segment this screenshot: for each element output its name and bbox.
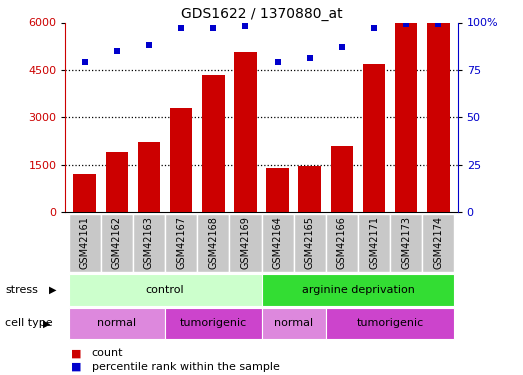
Bar bbox=[138, 142, 160, 212]
Text: normal: normal bbox=[97, 318, 137, 328]
Text: ■: ■ bbox=[71, 348, 81, 358]
Bar bbox=[197, 214, 230, 272]
Text: tumorigenic: tumorigenic bbox=[179, 318, 247, 328]
Text: stress: stress bbox=[5, 285, 38, 295]
Text: GSM42163: GSM42163 bbox=[144, 216, 154, 269]
Point bbox=[145, 42, 153, 48]
Text: GSM42166: GSM42166 bbox=[337, 216, 347, 269]
Text: cell type: cell type bbox=[5, 318, 53, 328]
Point bbox=[338, 44, 346, 50]
Text: GSM42173: GSM42173 bbox=[401, 216, 411, 269]
Bar bbox=[326, 214, 358, 272]
Text: GSM42174: GSM42174 bbox=[434, 216, 444, 269]
Bar bbox=[165, 308, 262, 339]
Text: ▶: ▶ bbox=[49, 285, 56, 295]
Bar bbox=[202, 75, 224, 212]
Point bbox=[177, 25, 185, 31]
Text: arginine deprivation: arginine deprivation bbox=[302, 285, 414, 295]
Text: GSM42169: GSM42169 bbox=[241, 216, 251, 269]
Bar bbox=[73, 174, 96, 212]
Point bbox=[81, 59, 89, 65]
Bar bbox=[101, 214, 133, 272]
Text: ▶: ▶ bbox=[43, 318, 50, 328]
Bar bbox=[69, 308, 165, 339]
Bar bbox=[266, 168, 289, 212]
Text: percentile rank within the sample: percentile rank within the sample bbox=[92, 362, 279, 372]
Text: GSM42161: GSM42161 bbox=[79, 216, 89, 269]
Point bbox=[241, 23, 249, 29]
Bar bbox=[262, 274, 454, 306]
Point bbox=[209, 25, 218, 31]
Bar bbox=[262, 214, 293, 272]
Title: GDS1622 / 1370880_at: GDS1622 / 1370880_at bbox=[180, 8, 343, 21]
Bar bbox=[170, 108, 192, 212]
Text: GSM42165: GSM42165 bbox=[305, 216, 315, 269]
Bar bbox=[326, 308, 454, 339]
Point bbox=[370, 25, 378, 31]
Text: GSM42162: GSM42162 bbox=[112, 216, 122, 269]
Text: GSM42168: GSM42168 bbox=[208, 216, 218, 269]
Text: ■: ■ bbox=[71, 362, 81, 372]
Bar bbox=[331, 146, 353, 212]
Bar bbox=[390, 214, 422, 272]
Bar bbox=[234, 53, 257, 212]
Bar bbox=[106, 152, 128, 212]
Bar bbox=[262, 308, 326, 339]
Point bbox=[434, 21, 442, 27]
Text: count: count bbox=[92, 348, 123, 358]
Text: control: control bbox=[146, 285, 185, 295]
Bar bbox=[165, 214, 197, 272]
Text: tumorigenic: tumorigenic bbox=[357, 318, 424, 328]
Bar bbox=[230, 214, 262, 272]
Bar bbox=[69, 274, 262, 306]
Point bbox=[112, 48, 121, 54]
Bar bbox=[293, 214, 326, 272]
Point bbox=[274, 59, 282, 65]
Text: normal: normal bbox=[274, 318, 313, 328]
Bar bbox=[133, 214, 165, 272]
Bar bbox=[427, 22, 450, 212]
Bar bbox=[299, 166, 321, 212]
Bar bbox=[358, 214, 390, 272]
Bar bbox=[395, 22, 417, 212]
Bar bbox=[422, 214, 454, 272]
Bar bbox=[363, 63, 385, 212]
Text: GSM42171: GSM42171 bbox=[369, 216, 379, 269]
Bar bbox=[69, 214, 101, 272]
Text: GSM42167: GSM42167 bbox=[176, 216, 186, 269]
Point bbox=[402, 21, 411, 27]
Text: GSM42164: GSM42164 bbox=[272, 216, 282, 269]
Point bbox=[305, 56, 314, 62]
